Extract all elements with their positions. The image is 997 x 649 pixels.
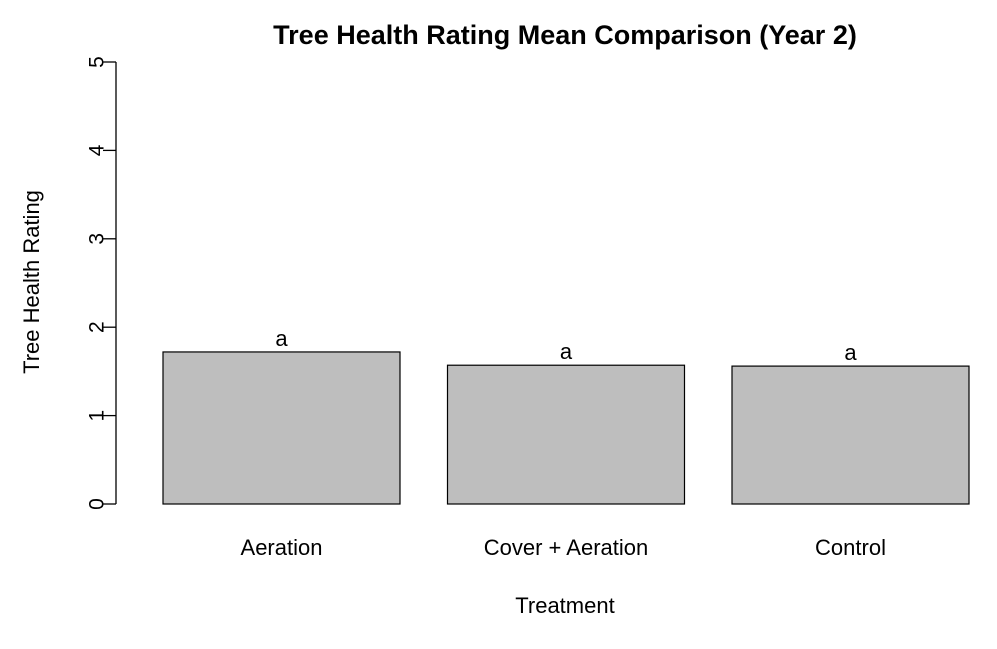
bar-significance-label: a bbox=[560, 339, 573, 364]
bar bbox=[731, 365, 970, 505]
bars-group bbox=[162, 351, 970, 505]
y-tick-label: 0 bbox=[86, 498, 109, 510]
y-axis-label: Tree Health Rating bbox=[19, 190, 44, 374]
y-tick-label: 3 bbox=[86, 233, 109, 245]
x-category-label: Aeration bbox=[241, 535, 323, 560]
y-tick-label: 2 bbox=[86, 321, 109, 333]
bar bbox=[446, 364, 686, 505]
x-category-label: Cover + Aeration bbox=[484, 535, 648, 560]
y-tick-label: 1 bbox=[86, 410, 109, 422]
y-axis: 0 1 2 3 4 5 bbox=[86, 56, 117, 510]
y-tick-label: 5 bbox=[86, 56, 109, 68]
category-labels: Aeration Cover + Aeration Control bbox=[241, 535, 886, 560]
bar-significance-label: a bbox=[844, 340, 857, 365]
x-category-label: Control bbox=[815, 535, 886, 560]
y-tick-label: 4 bbox=[86, 144, 109, 156]
bar-significance-label: a bbox=[275, 326, 288, 351]
bar-significance-labels: aa a bbox=[275, 326, 857, 365]
x-axis-label: Treatment bbox=[515, 593, 614, 618]
bar bbox=[162, 351, 401, 505]
chart-title: Tree Health Rating Mean Comparison (Year… bbox=[273, 20, 857, 50]
